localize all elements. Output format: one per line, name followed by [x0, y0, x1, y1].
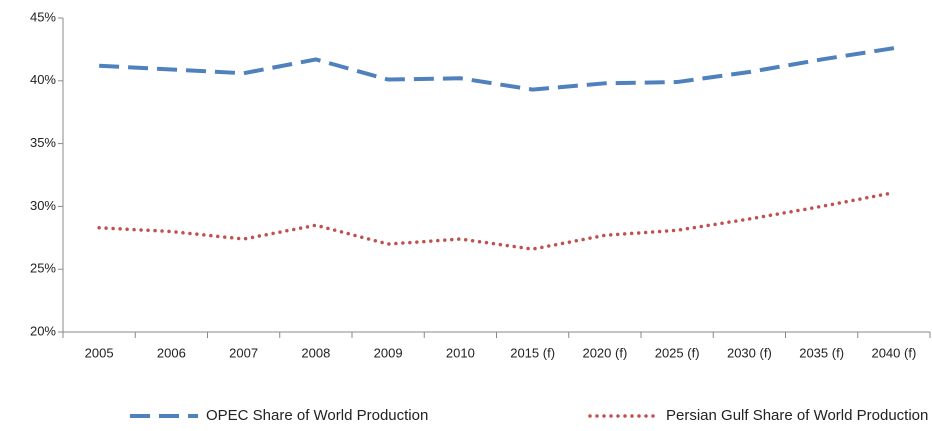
legend-text: Persian Gulf Share of World Production — [666, 407, 928, 424]
x-tick-label: 2040 (f) — [871, 345, 916, 360]
series-line — [99, 46, 895, 92]
x-tick-label: 2006 — [157, 345, 186, 360]
x-tick-label: 2035 (f) — [799, 345, 844, 360]
x-tick-label: 2009 — [374, 345, 403, 360]
legend-text: OPEC Share of World Production — [206, 407, 428, 424]
x-tick-label: 2020 (f) — [582, 345, 627, 360]
x-tick-label: 2010 — [446, 345, 475, 360]
x-tick-label: 2015 (f) — [510, 345, 555, 360]
y-tick-label: 40% — [30, 72, 56, 87]
series-line — [97, 190, 896, 251]
y-tick-label: 45% — [30, 9, 56, 24]
y-tick-label: 20% — [30, 323, 56, 338]
x-tick-label: 2025 (f) — [655, 345, 700, 360]
y-tick-label: 25% — [30, 261, 56, 276]
x-tick-label: 2005 — [85, 345, 114, 360]
y-tick-label: 30% — [30, 198, 56, 213]
x-tick-label: 2008 — [301, 345, 330, 360]
y-tick-label: 35% — [30, 135, 56, 150]
x-tick-label: 2007 — [229, 345, 258, 360]
x-tick-label: 2030 (f) — [727, 345, 772, 360]
